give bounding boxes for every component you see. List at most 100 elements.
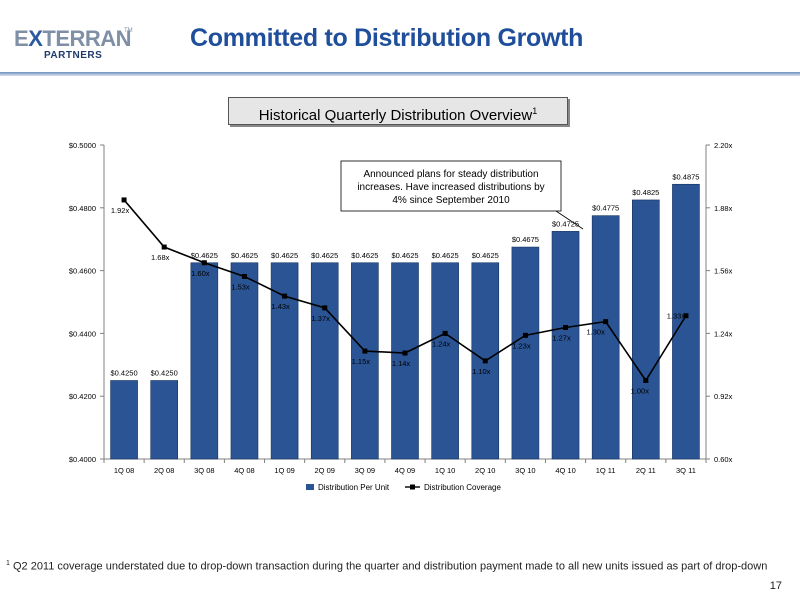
left-tick-label: $0.4800	[69, 204, 96, 213]
bar-value-label: $0.4825	[632, 188, 659, 197]
x-tick-label: 4Q 10	[555, 466, 575, 475]
coverage-point	[282, 293, 288, 299]
bar	[431, 262, 459, 460]
callout-box	[340, 160, 562, 212]
legend-line-label: Distribution Coverage	[424, 483, 501, 492]
page-title: Committed to Distribution Growth	[190, 24, 584, 52]
coverage-point	[643, 378, 649, 383]
x-tick-label: 3Q 11	[676, 466, 696, 475]
bar-value-label: $0.4625	[391, 251, 418, 260]
coverage-value-label: 1.24x	[432, 339, 451, 348]
right-tick-label: 1.88x	[714, 204, 733, 213]
bar-value-label: $0.4250	[151, 369, 178, 378]
footnote: 1 Q2 2011 coverage understated due to dr…	[6, 560, 796, 573]
coverage-point	[442, 330, 448, 336]
footnote-marker: 1	[6, 560, 10, 567]
coverage-value-label: 1.27x	[552, 334, 571, 343]
bar-value-label: $0.4625	[271, 251, 298, 260]
page-number: 17	[769, 580, 782, 592]
exterran-logo: EXTERRAN TM PARTNERS	[14, 22, 154, 64]
logo-trademark: TM	[124, 28, 133, 34]
coverage-value-label: 1.33x	[667, 312, 686, 321]
coverage-point	[201, 260, 207, 266]
x-tick-label: 2Q 09	[315, 466, 335, 475]
bar	[150, 380, 178, 460]
callout-text: increases. Have increased distributions …	[357, 182, 544, 193]
coverage-value-label: 1.53x	[231, 282, 250, 291]
left-tick-label: $0.4600	[69, 267, 96, 276]
coverage-point	[482, 358, 488, 364]
coverage-value-label: 1.15x	[352, 357, 371, 366]
bar	[110, 380, 138, 460]
bar-value-label: $0.4625	[472, 251, 499, 260]
coverage-point	[683, 313, 689, 319]
legend-bar-label: Distribution Per Unit	[318, 483, 390, 492]
x-tick-label: 3Q 08	[194, 466, 214, 475]
chart-subtitle: Historical Quarterly Distribution Overvi…	[228, 97, 568, 125]
coverage-point	[322, 305, 328, 311]
bar	[351, 262, 379, 460]
right-tick-label: 0.60x	[714, 455, 733, 464]
bar	[391, 262, 419, 460]
coverage-value-label: 1.92x	[111, 206, 130, 215]
left-tick-label: $0.5000	[69, 141, 96, 150]
bar	[591, 215, 620, 460]
x-tick-label: 1Q 09	[274, 466, 294, 475]
bar-value-label: $0.4725	[552, 219, 579, 228]
x-tick-label: 2Q 08	[154, 466, 174, 475]
coverage-point	[563, 325, 569, 331]
coverage-point	[161, 244, 167, 250]
coverage-point	[522, 332, 528, 338]
coverage-value-label: 1.43x	[271, 302, 290, 311]
right-tick-label: 2.20x	[714, 141, 733, 150]
callout-pointer	[555, 210, 584, 230]
coverage-value-label: 1.00x	[631, 387, 650, 396]
left-tick-label: $0.4400	[69, 329, 96, 338]
x-tick-label: 3Q 10	[515, 466, 535, 475]
bar-value-label: $0.4625	[432, 251, 459, 260]
bar-value-label: $0.4625	[311, 251, 338, 260]
coverage-point	[121, 197, 127, 203]
footnote-text: Q2 2011 coverage understated due to drop…	[12, 560, 768, 573]
coverage-value-label: 1.14x	[392, 359, 411, 368]
callout-text: 4% since September 2010	[392, 195, 510, 206]
bar	[310, 262, 339, 460]
coverage-point	[362, 348, 368, 354]
bar-value-label: $0.4875	[672, 172, 699, 181]
coverage-point	[241, 273, 247, 279]
x-tick-label: 1Q 10	[435, 466, 455, 475]
logo-partners: PARTNERS	[44, 50, 103, 61]
bar	[190, 262, 219, 460]
bar-value-label: $0.4625	[231, 251, 258, 260]
x-tick-label: 2Q 10	[475, 466, 495, 475]
coverage-value-label: 1.68x	[151, 253, 170, 262]
header: EXTERRAN TM PARTNERS Committed to Distri…	[0, 0, 800, 72]
bar-value-label: $0.4775	[592, 204, 619, 213]
title-underline	[0, 72, 800, 76]
x-tick-label: 3Q 09	[355, 466, 375, 475]
bar-value-label: $0.4675	[512, 235, 539, 244]
x-tick-label: 1Q 08	[114, 466, 134, 475]
x-tick-label: 4Q 08	[234, 466, 254, 475]
coverage-value-label: 1.30x	[586, 328, 605, 337]
coverage-value-label: 1.23x	[512, 341, 531, 350]
coverage-point	[603, 319, 609, 325]
coverage-value-label: 1.37x	[312, 314, 331, 323]
bar	[230, 262, 259, 460]
bar	[511, 246, 540, 460]
legend-line-marker	[410, 484, 415, 490]
chart-subtitle-footnote-ref: 1	[532, 106, 538, 116]
x-tick-label: 4Q 09	[395, 466, 415, 475]
left-tick-label: $0.4000	[69, 455, 96, 464]
bar	[551, 231, 580, 460]
x-tick-label: 1Q 11	[596, 466, 616, 475]
coverage-value-label: 1.60x	[191, 269, 210, 278]
bar-value-label: $0.4625	[191, 251, 218, 260]
right-tick-label: 1.24x	[714, 329, 733, 338]
left-tick-label: $0.4200	[69, 392, 96, 401]
coverage-point	[402, 350, 408, 356]
chart-subtitle-text: Historical Quarterly Distribution Overvi…	[258, 107, 533, 124]
bar	[631, 199, 660, 460]
bar	[672, 183, 700, 460]
coverage-value-label: 1.10x	[472, 367, 491, 376]
